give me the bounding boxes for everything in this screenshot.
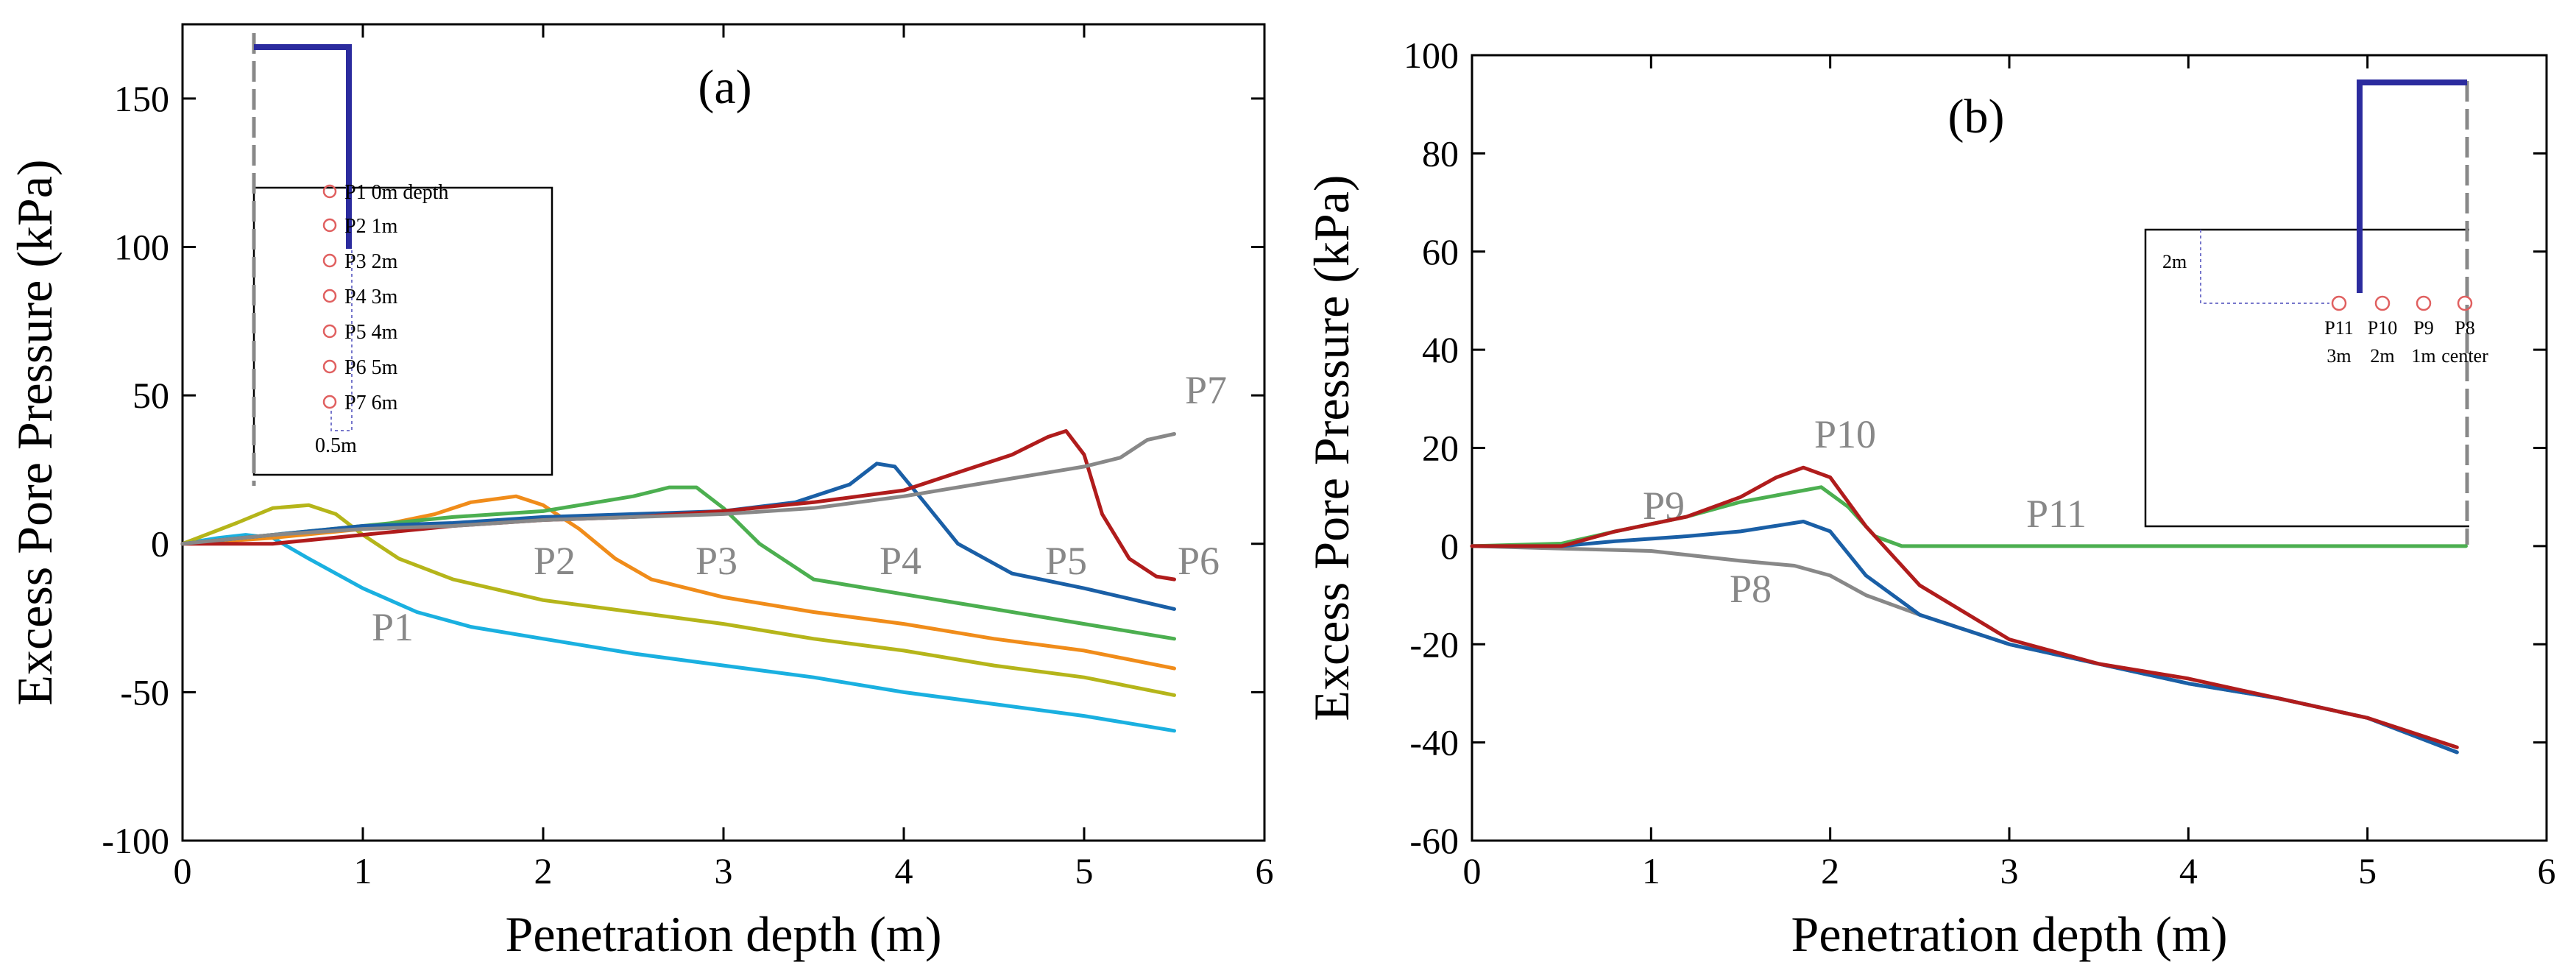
y-tick-label: 50: [132, 375, 169, 416]
inset-sensor-label: P9: [2413, 317, 2433, 339]
inset-sensor-marker: [322, 359, 337, 374]
y-tick-label: -60: [1409, 820, 1459, 861]
series-label-p6: P6: [1178, 539, 1220, 583]
series-line-p3: [180, 494, 1176, 671]
y-tick-label: 0: [151, 523, 169, 565]
x-tick-label: 5: [2358, 850, 2377, 891]
series-line-p2: [180, 503, 1176, 697]
x-tick-label: 4: [895, 850, 913, 891]
inset-sensor-marker: [2374, 295, 2391, 311]
inset-offset-label: 0.5m: [315, 434, 357, 457]
series-label-p5: P5: [1045, 539, 1087, 583]
inset-sensor-position: center: [2441, 345, 2488, 367]
x-axis-title: Penetration depth (m): [506, 906, 942, 962]
y-tick-label: -100: [102, 820, 169, 861]
panel-a-chart: 0 1 2 3 4 5 6 -100 -50 0 50 100 150 Penetration depth…: [7, 23, 1274, 962]
inset-sensor-marker: [322, 253, 337, 268]
panel-b-chart: 0 1 2 3 4 5 6 -60 -40 -20 0 20 40 60 80 100 Penetration …: [1303, 35, 2556, 962]
series-label-p4: P4: [880, 539, 921, 583]
x-tick-label: 1: [1642, 850, 1660, 891]
x-tick-label: 3: [2000, 850, 2019, 891]
x-tick-label: 2: [1821, 850, 1839, 891]
inset-sensor-label: P7 6m: [344, 392, 398, 414]
y-tick-label: -40: [1409, 722, 1459, 763]
inset-sensor-position: 3m: [2326, 345, 2351, 367]
inset-sensor-label: P5 4m: [344, 321, 398, 344]
y-tick-label: 80: [1422, 132, 1459, 174]
x-tick-label: 4: [2179, 850, 2198, 891]
inset-box: [252, 186, 553, 476]
y-axis-title: Excess Pore Pressure (kPa): [1303, 174, 1359, 721]
series-label-p8: P8: [1730, 567, 1772, 611]
y-tick-label: 100: [1404, 35, 1459, 76]
inset-caisson-wall: [2357, 79, 2467, 293]
x-tick-label: 0: [1463, 850, 1482, 891]
inset-sensor-marker: [2416, 295, 2432, 311]
x-axis-title: Penetration depth (m): [1791, 906, 2228, 962]
series-line-p4: [180, 485, 1176, 641]
series-line-p10: [1470, 485, 2468, 548]
panel-tag: (b): [1948, 90, 2005, 144]
y-axis-title: Excess Pore Pressure (kPa): [7, 159, 63, 705]
inset-sensor-label: P1 0m depth: [344, 181, 449, 204]
inset-sensor-position: 1m: [2411, 345, 2435, 367]
y-tick-label: 0: [1440, 526, 1459, 567]
inset-depth-label: 2m: [2162, 251, 2187, 272]
y-tick-label: 60: [1422, 231, 1459, 272]
inset-sensor-label: P6 5m: [344, 356, 398, 379]
series-label-p11: P11: [2026, 492, 2087, 536]
y-tick-label: -50: [120, 671, 169, 713]
inset-sensor-label: P11: [2324, 317, 2354, 339]
inset-sensor-marker: [322, 324, 337, 339]
inset-sensor-marker: [2331, 295, 2347, 311]
inset-sensor-label: P10: [2368, 317, 2397, 339]
inset-depth-guide: [2200, 230, 2329, 304]
x-tick-label: 3: [715, 850, 733, 891]
series-label-p3: P3: [696, 539, 737, 583]
inset-sensor-marker: [322, 395, 337, 409]
series-line-p9: [1470, 520, 2459, 754]
series-label-p10: P10: [1814, 412, 1876, 456]
series-line-p11: [1470, 465, 2459, 749]
panel-tag: (a): [698, 60, 751, 114]
y-tick-label: 150: [114, 78, 169, 119]
series-line-p7: [180, 432, 1176, 546]
inset-sensor-marker: [322, 184, 337, 199]
x-tick-label: 6: [1256, 850, 1274, 891]
series-line-p5: [180, 462, 1176, 611]
y-tick-label: -20: [1409, 623, 1459, 665]
inset-sensor-marker: [322, 218, 337, 233]
inset-sensor-marker: [2457, 295, 2473, 311]
y-tick-label: 100: [114, 226, 169, 267]
y-tick-label: 20: [1422, 428, 1459, 469]
inset-sensor-label: P3 2m: [344, 250, 398, 273]
x-tick-label: 2: [534, 850, 553, 891]
y-tick-label: 40: [1422, 329, 1459, 370]
series-label-p2: P2: [534, 539, 576, 583]
inset-sensor-label: P4 3m: [344, 286, 398, 308]
series-line-p1: [180, 533, 1176, 733]
inset-sensor-position: 2m: [2370, 345, 2394, 367]
series-label-p1: P1: [372, 605, 414, 649]
series-line-p8: [1470, 544, 2459, 754]
inset-sensor-marker: [322, 289, 337, 303]
x-tick-label: 0: [174, 850, 192, 891]
inset-offset-guide: [330, 249, 353, 431]
x-tick-label: 6: [2538, 850, 2556, 891]
inset-sensor-label: P2 1m: [344, 215, 398, 238]
inset-box: [2144, 228, 2469, 528]
series-label-p7: P7: [1185, 368, 1227, 412]
x-tick-label: 5: [1075, 850, 1094, 891]
inset-caisson-wall: [254, 44, 352, 249]
inset-sensor-label: P8: [2455, 317, 2474, 339]
x-tick-label: 1: [354, 850, 372, 891]
